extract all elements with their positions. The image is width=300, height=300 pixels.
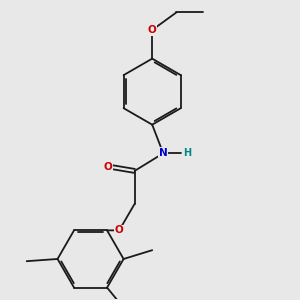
Text: O: O (148, 25, 157, 35)
Text: H: H (183, 148, 191, 158)
Text: O: O (115, 225, 124, 236)
Text: N: N (159, 148, 168, 158)
Text: O: O (104, 161, 112, 172)
